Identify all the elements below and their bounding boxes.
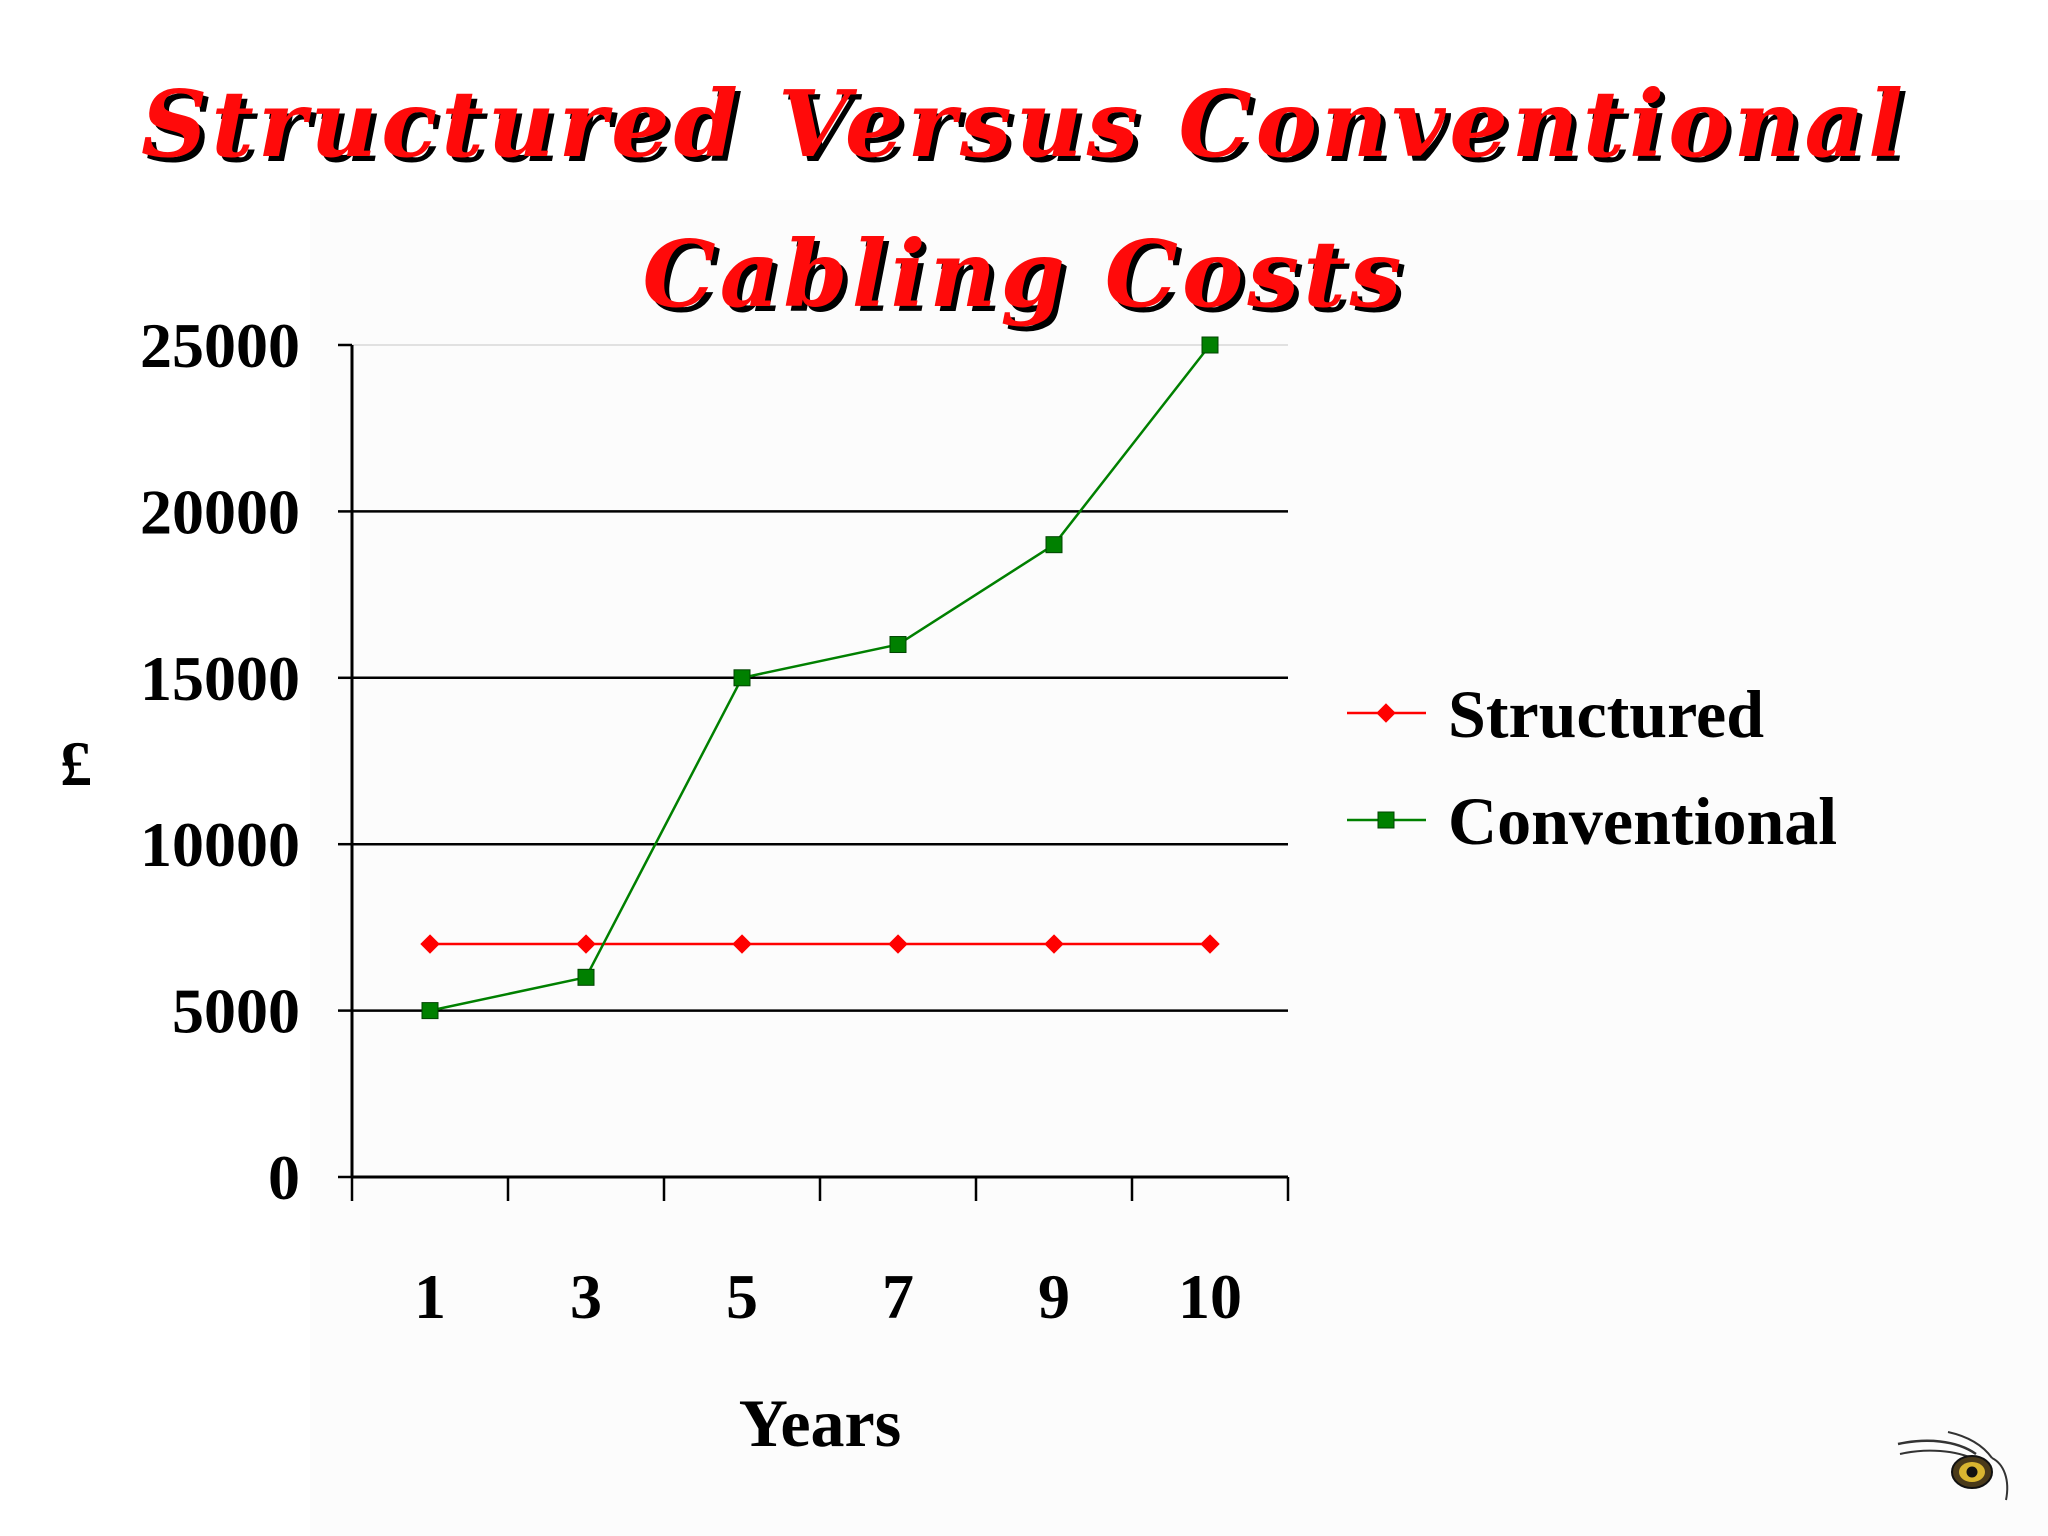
square-marker	[733, 669, 751, 687]
legend-square-marker	[1377, 811, 1395, 829]
x-tick-label: 3	[570, 1261, 602, 1332]
square-marker	[577, 968, 595, 986]
y-tick-label: 10000	[140, 809, 300, 880]
series-structured	[420, 934, 1220, 954]
y-axis-title: £	[60, 728, 92, 799]
axes	[338, 343, 1290, 1201]
gridlines	[352, 344, 1288, 1012]
legend-diamond-marker	[1376, 703, 1396, 723]
square-marker	[421, 1002, 439, 1020]
square-marker	[1201, 336, 1219, 354]
diamond-marker	[420, 934, 440, 954]
x-tick-label: 7	[882, 1261, 914, 1332]
square-marker	[889, 636, 907, 654]
axis-labels: 0 5000 10000 15000 20000 25000 1 3 5 7 9 10 Years £	[60, 310, 1242, 1461]
y-tick-label: 15000	[140, 643, 300, 714]
eye-logo-icon	[1897, 1431, 2009, 1501]
square-marker	[1045, 536, 1063, 554]
y-tick-label: 0	[268, 1142, 300, 1213]
legend-label: Structured	[1448, 676, 1764, 752]
x-tick-label: 10	[1178, 1261, 1242, 1332]
y-tick-label: 20000	[140, 476, 300, 547]
chart-title-line-1: Structured Versus Conventional	[140, 70, 1908, 178]
diamond-marker	[732, 934, 752, 954]
legend-item-structured: Structured	[1347, 676, 1764, 752]
diamond-marker	[1044, 934, 1064, 954]
diamond-marker	[1200, 934, 1220, 954]
diamond-marker	[576, 934, 596, 954]
legend: Structured Conventional	[1347, 676, 1837, 859]
diamond-marker	[888, 934, 908, 954]
series-line-conventional	[429, 344, 1211, 1012]
series	[420, 336, 1220, 1020]
x-tick-label: 1	[414, 1261, 446, 1332]
y-tick-label: 5000	[172, 976, 300, 1047]
plot-background	[310, 200, 2048, 1536]
x-axis-title: Years	[739, 1385, 901, 1461]
x-tick-label: 5	[726, 1261, 758, 1332]
chart-title-line-2: Cabling Costs	[642, 220, 1406, 328]
y-tick-label: 25000	[140, 310, 300, 381]
legend-item-conventional: Conventional	[1347, 783, 1837, 859]
legend-label: Conventional	[1448, 783, 1837, 859]
x-tick-label: 9	[1038, 1261, 1070, 1332]
series-conventional	[421, 336, 1219, 1020]
